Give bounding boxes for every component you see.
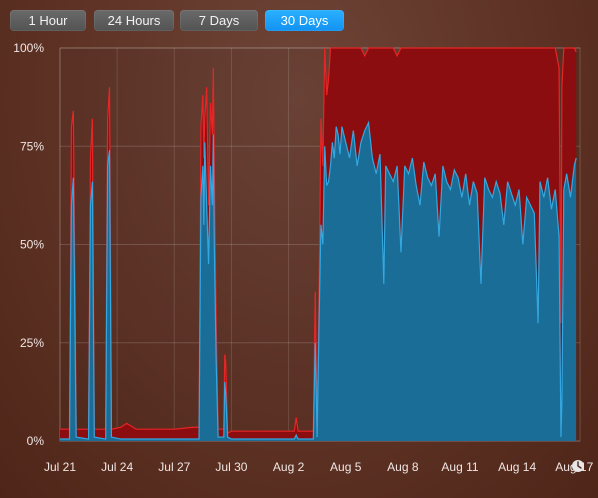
tab-30-days[interactable]: 30 Days (265, 10, 344, 31)
y-axis-labels: 100% 75% 50% 25% 0% (13, 41, 44, 448)
tab-7-days[interactable]: 7 Days (180, 10, 258, 31)
x-axis-labels: Jul 21 Jul 24 Jul 27 Jul 30 Aug 2 Aug 5 Aug 8 A… (44, 460, 594, 474)
chart-areas (60, 47, 577, 442)
clock-icon[interactable] (572, 460, 584, 472)
line-red-series (60, 47, 577, 435)
x-tick-label: Jul 24 (101, 460, 133, 474)
y-tick-label: 100% (13, 41, 44, 55)
x-tick-label: Aug 11 (441, 460, 478, 474)
area-blue-series (60, 122, 577, 442)
tab-24-hours[interactable]: 24 Hours (94, 10, 174, 31)
y-tick-label: 0% (27, 434, 45, 448)
x-tick-label: Aug 8 (387, 460, 419, 474)
x-tick-label: Jul 27 (158, 460, 190, 474)
y-tick-label: 25% (20, 336, 44, 350)
y-tick-label: 75% (20, 139, 44, 153)
y-tick-label: 50% (20, 238, 44, 252)
line-blue-series (60, 120, 577, 440)
x-tick-label: Aug 5 (330, 460, 362, 474)
x-tick-label: Aug 14 (498, 460, 536, 474)
tab-1-hour[interactable]: 1 Hour (10, 10, 86, 31)
x-tick-label: Jul 21 (44, 460, 76, 474)
x-tick-label: Jul 30 (215, 460, 247, 474)
x-tick-label: Aug 2 (273, 460, 305, 474)
